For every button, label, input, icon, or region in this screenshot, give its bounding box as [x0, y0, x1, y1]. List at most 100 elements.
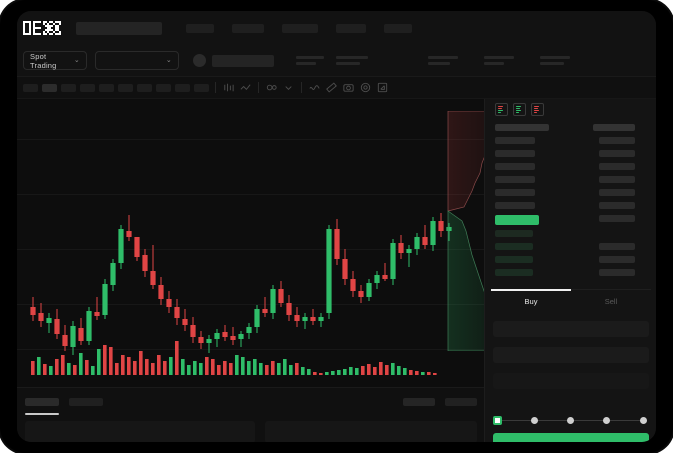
stat-4-value	[428, 62, 450, 65]
orderbook-ask-row[interactable]	[495, 202, 535, 209]
candlestick-chart-icon[interactable]	[222, 81, 235, 94]
timeframe-7[interactable]	[137, 83, 152, 92]
orders-action-2[interactable]	[445, 398, 477, 406]
orderbook-size-row[interactable]	[599, 189, 635, 196]
ruler-icon[interactable]	[325, 81, 338, 94]
price-chart[interactable]	[17, 99, 484, 387]
line-chart-icon[interactable]	[239, 81, 252, 94]
chart-gridline	[17, 194, 484, 195]
orders-card-right[interactable]	[265, 421, 477, 442]
slider-step-5[interactable]	[640, 417, 647, 424]
timeframe-8[interactable]	[156, 83, 171, 92]
stat-3-value	[336, 62, 360, 65]
tab-order-history[interactable]	[69, 398, 103, 406]
orderbook-view-bids-icon[interactable]	[513, 103, 526, 116]
stat-1	[212, 54, 274, 67]
timeframe-3[interactable]	[61, 83, 76, 92]
chevron-down-icon[interactable]	[282, 81, 295, 94]
stat-3	[336, 56, 368, 59]
orderbook-bid-row[interactable]	[495, 256, 533, 263]
orderbook-size-row[interactable]	[599, 215, 635, 222]
slider-step-1[interactable]	[493, 416, 502, 425]
stat-2	[296, 56, 324, 59]
chart-gridline	[17, 349, 484, 350]
orderbook-ask-row[interactable]	[495, 150, 535, 157]
orders-card-left[interactable]	[25, 421, 255, 442]
fullscreen-icon[interactable]	[376, 81, 389, 94]
chart-toolbar	[17, 77, 656, 99]
settings-gear-icon[interactable]	[359, 81, 372, 94]
search-input[interactable]	[76, 21, 162, 35]
orderbook-size-row[interactable]	[599, 269, 635, 276]
tab-sell-label: Sell	[604, 297, 618, 306]
orderbook-bid-row[interactable]	[495, 269, 533, 276]
timeframe-1[interactable]	[23, 83, 38, 92]
wave-indicator-icon[interactable]	[308, 81, 321, 94]
tab-buy[interactable]: Buy	[491, 289, 571, 313]
orderbook-ask-row[interactable]	[495, 163, 535, 170]
slider-step-3[interactable]	[567, 417, 574, 424]
orderbook-size-row[interactable]	[599, 137, 635, 144]
timeframe-4[interactable]	[80, 83, 95, 92]
slider-step-2[interactable]	[531, 417, 538, 424]
timeframe-2[interactable]	[42, 83, 57, 92]
nav-item-2[interactable]	[232, 23, 264, 33]
price-field[interactable]	[493, 347, 649, 363]
orders-panel	[17, 387, 484, 442]
nav-item-4[interactable]	[336, 23, 366, 33]
order-book-panel: Buy Sell	[484, 99, 656, 442]
orderbook-size-row[interactable]	[599, 176, 635, 183]
timeframe-9[interactable]	[175, 83, 190, 92]
slider-step-4[interactable]	[603, 417, 610, 424]
orderbook-view-asks-icon[interactable]	[531, 103, 544, 116]
toolbar-divider	[301, 82, 302, 93]
app-screen: Spot Trading ⌄ ⌄	[17, 11, 656, 442]
orderbook-view-both-icon[interactable]	[495, 103, 508, 116]
orderbook-bid-row[interactable]	[495, 230, 533, 237]
stat-6-value	[540, 62, 564, 65]
nav-item-1[interactable]	[186, 23, 214, 33]
nav-item-3[interactable]	[282, 23, 318, 33]
orderbook-size-row[interactable]	[599, 163, 635, 170]
timeframe-10[interactable]	[194, 83, 209, 92]
tab-sell[interactable]: Sell	[571, 290, 651, 313]
market-type-label: Spot Trading	[30, 51, 57, 70]
avatar[interactable]	[193, 54, 206, 67]
timeframe-5[interactable]	[99, 83, 114, 92]
sub-header: Spot Trading ⌄ ⌄	[17, 45, 656, 77]
orders-action-1[interactable]	[403, 398, 435, 406]
chart-gridline	[17, 139, 484, 140]
orderbook-bid-row[interactable]	[495, 243, 533, 250]
orderbook-size-row[interactable]	[599, 256, 635, 263]
orderbook-header-left	[495, 124, 549, 131]
orderbook-ask-row[interactable]	[495, 137, 535, 144]
order-type-field[interactable]	[493, 321, 649, 337]
trading-pair-select[interactable]: ⌄	[95, 51, 179, 70]
primary-cta-button[interactable]	[493, 433, 649, 442]
buy-sell-tabs: Buy Sell	[491, 289, 651, 313]
stat-5-value	[484, 62, 504, 65]
indicators-icon[interactable]	[265, 81, 278, 94]
toolbar-divider	[215, 82, 216, 93]
tab-open-orders[interactable]	[25, 398, 59, 406]
chart-gridline	[17, 304, 484, 305]
market-type-select[interactable]: Spot Trading ⌄	[23, 51, 87, 70]
nav-item-5[interactable]	[384, 23, 412, 33]
okx-logo[interactable]	[23, 21, 67, 35]
amount-slider[interactable]	[493, 415, 649, 427]
orderbook-ask-row[interactable]	[495, 189, 535, 196]
chart-gridline	[17, 249, 484, 250]
orderbook-size-row[interactable]	[599, 202, 635, 209]
orderbook-size-row[interactable]	[599, 150, 635, 157]
camera-icon[interactable]	[342, 81, 355, 94]
tab-active-underline	[25, 413, 59, 415]
amount-field[interactable]	[493, 373, 649, 389]
tab-buy-label: Buy	[524, 297, 538, 306]
orderbook-size-row[interactable]	[599, 243, 635, 250]
orderbook-ask-row[interactable]	[495, 176, 535, 183]
orderbook-last-price-highlight[interactable]	[495, 215, 539, 225]
timeframe-6[interactable]	[118, 83, 133, 92]
orderbook-header-right	[593, 124, 635, 131]
chevron-down-icon: ⌄	[165, 57, 172, 64]
